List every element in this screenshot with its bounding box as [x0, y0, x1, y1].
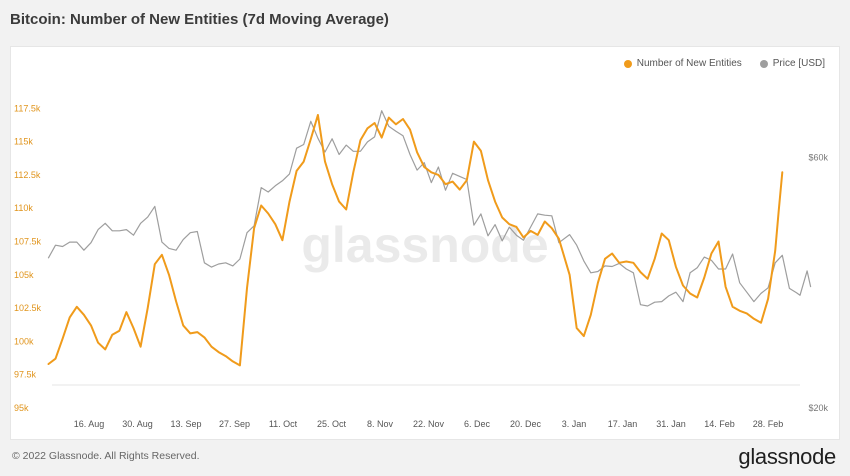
- x-tick-label: 11. Oct: [269, 419, 298, 429]
- chart-panel: Number of New Entities Price [USD]: [10, 46, 840, 440]
- x-tick-label: 8. Nov: [367, 419, 394, 429]
- glassnode-logo: glassnode: [738, 444, 836, 469]
- x-tick-label: 16. Aug: [74, 419, 105, 429]
- x-tick-label: 30. Aug: [122, 419, 153, 429]
- legend-swatch-new-entities: [623, 59, 632, 68]
- y-left-tick-label: 95k: [14, 403, 29, 413]
- x-tick-label: 28. Feb: [753, 419, 784, 429]
- x-tick-label: 13. Sep: [170, 419, 201, 429]
- y-left-tick-label: 112.5k: [14, 170, 41, 180]
- x-tick-label: 27. Sep: [219, 419, 250, 429]
- series-line-price: [47, 110, 812, 307]
- line-chart: glassnode 95k 97.5k 100k 102.5k 105k 107.5k 110…: [14, 103, 828, 429]
- y-left-tick-label: 102.5k: [14, 303, 42, 313]
- x-tick-label: 25. Oct: [317, 419, 347, 429]
- copyright-text: © 2022 Glassnode. All Rights Reserved.: [12, 450, 200, 462]
- legend-item-new-entities[interactable]: Number of New Entities: [623, 58, 742, 69]
- x-tick-label: 20. Dec: [510, 419, 542, 429]
- series-line-new-entities: [47, 114, 784, 367]
- x-tick-label: 22. Nov: [413, 419, 445, 429]
- x-tick-label: 6. Dec: [464, 419, 491, 429]
- x-tick-label: 17. Jan: [608, 419, 638, 429]
- y-left-tick-label: 107.5k: [14, 237, 42, 247]
- legend-swatch-price: [759, 59, 768, 68]
- y-right-tick-label: $60k: [808, 153, 828, 163]
- x-tick-label: 3. Jan: [562, 419, 587, 429]
- watermark-text: glassnode: [301, 217, 548, 273]
- y-left-tick-label: 115k: [14, 137, 33, 147]
- legend-item-price[interactable]: Price [USD]: [759, 58, 825, 69]
- chart-legend: Number of New Entities Price [USD]: [623, 58, 825, 69]
- y-left-tick-label: 100k: [14, 336, 34, 346]
- y-left-tick-label: 117.5k: [14, 103, 41, 113]
- y-right-tick-label: $20k: [808, 403, 828, 413]
- legend-label-price: Price [USD]: [772, 58, 825, 69]
- x-tick-label: 14. Feb: [704, 419, 735, 429]
- y-left-tick-label: 97.5k: [14, 370, 37, 380]
- chart-title: Bitcoin: Number of New Entities (7d Movi…: [10, 11, 389, 28]
- legend-label-new-entities: Number of New Entities: [636, 58, 742, 69]
- x-tick-label: 31. Jan: [656, 419, 686, 429]
- y-left-tick-label: 110k: [14, 203, 33, 213]
- y-left-tick-label: 105k: [14, 270, 34, 280]
